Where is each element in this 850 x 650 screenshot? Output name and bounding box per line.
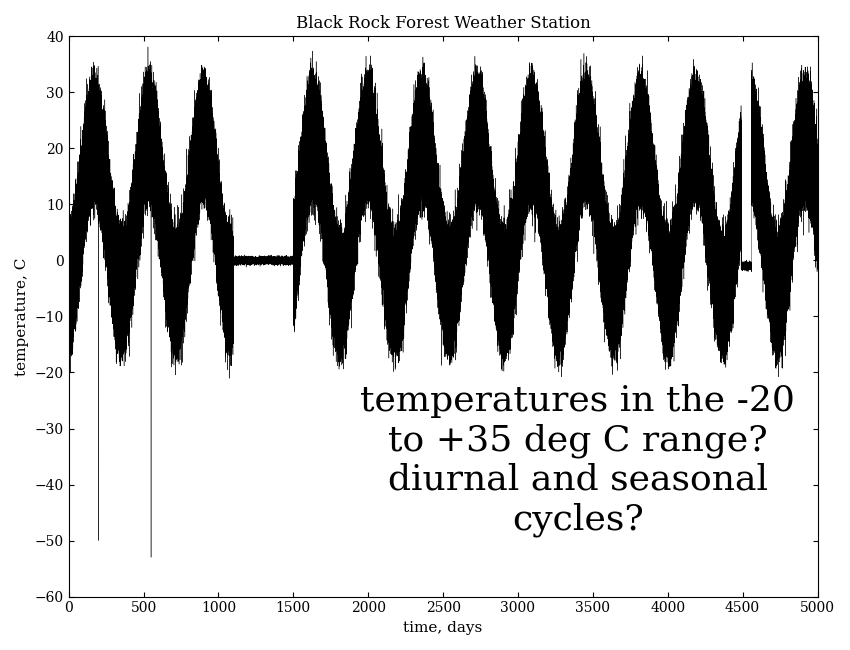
Text: temperatures in the -20
to +35 deg C range?
diurnal and seasonal
cycles?: temperatures in the -20 to +35 deg C ran… <box>360 384 796 537</box>
Title: Black Rock Forest Weather Station: Black Rock Forest Weather Station <box>296 15 591 32</box>
X-axis label: time, days: time, days <box>404 621 483 635</box>
Y-axis label: temperature, C: temperature, C <box>15 257 29 376</box>
